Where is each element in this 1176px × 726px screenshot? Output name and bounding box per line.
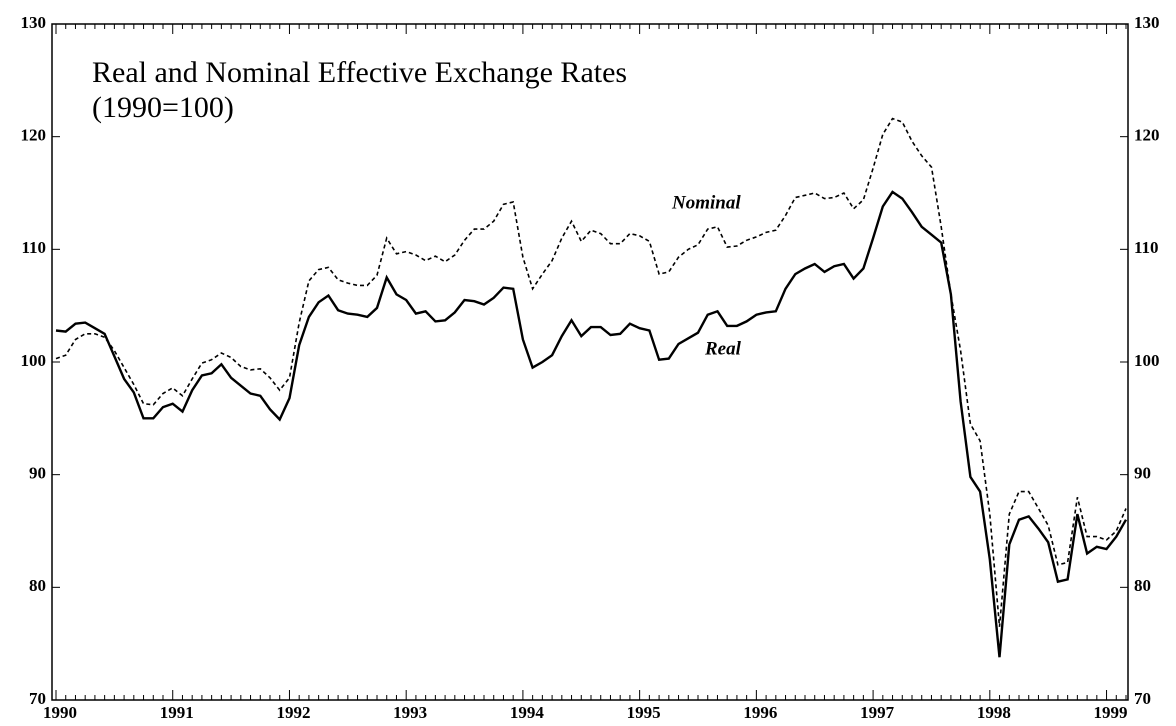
x-tick-label: 1990 <box>43 703 77 722</box>
y-tick-label: 110 <box>1134 238 1159 257</box>
series-label: Real <box>704 338 742 359</box>
y-tick-label: 70 <box>1134 689 1151 708</box>
plot-frame <box>51 23 1129 701</box>
x-tick-label: 1998 <box>977 703 1011 722</box>
x-tick-label: 1999 <box>1094 703 1128 722</box>
chart-title: Real and Nominal Effective Exchange Rate… <box>92 56 627 89</box>
y-tick-label: 100 <box>1134 351 1160 370</box>
series-line <box>55 190 1128 658</box>
series-label: Nominal <box>671 192 741 213</box>
x-tick-label: 1993 <box>393 703 427 722</box>
y-tick-label: 130 <box>21 13 47 32</box>
x-tick-label: 1996 <box>743 703 777 722</box>
y-tick-label: 90 <box>1134 464 1151 483</box>
x-tick-label: 1997 <box>860 703 895 722</box>
x-tick-label: 1991 <box>160 703 194 722</box>
chart-subtitle: (1990=100) <box>92 91 234 124</box>
x-tick-label: 1994 <box>510 703 545 722</box>
y-tick-label: 80 <box>29 576 46 595</box>
y-tick-label: 90 <box>29 464 46 483</box>
y-tick-label: 100 <box>21 351 47 370</box>
y-tick-label: 130 <box>1134 13 1160 32</box>
y-tick-label: 70 <box>29 689 46 708</box>
y-tick-label: 120 <box>21 126 47 145</box>
y-tick-label: 80 <box>1134 576 1151 595</box>
x-tick-label: 1992 <box>276 703 310 722</box>
series-line <box>55 117 1127 627</box>
x-tick-label: 1995 <box>627 703 661 722</box>
y-tick-label: 120 <box>1134 126 1160 145</box>
y-tick-label: 110 <box>21 238 46 257</box>
